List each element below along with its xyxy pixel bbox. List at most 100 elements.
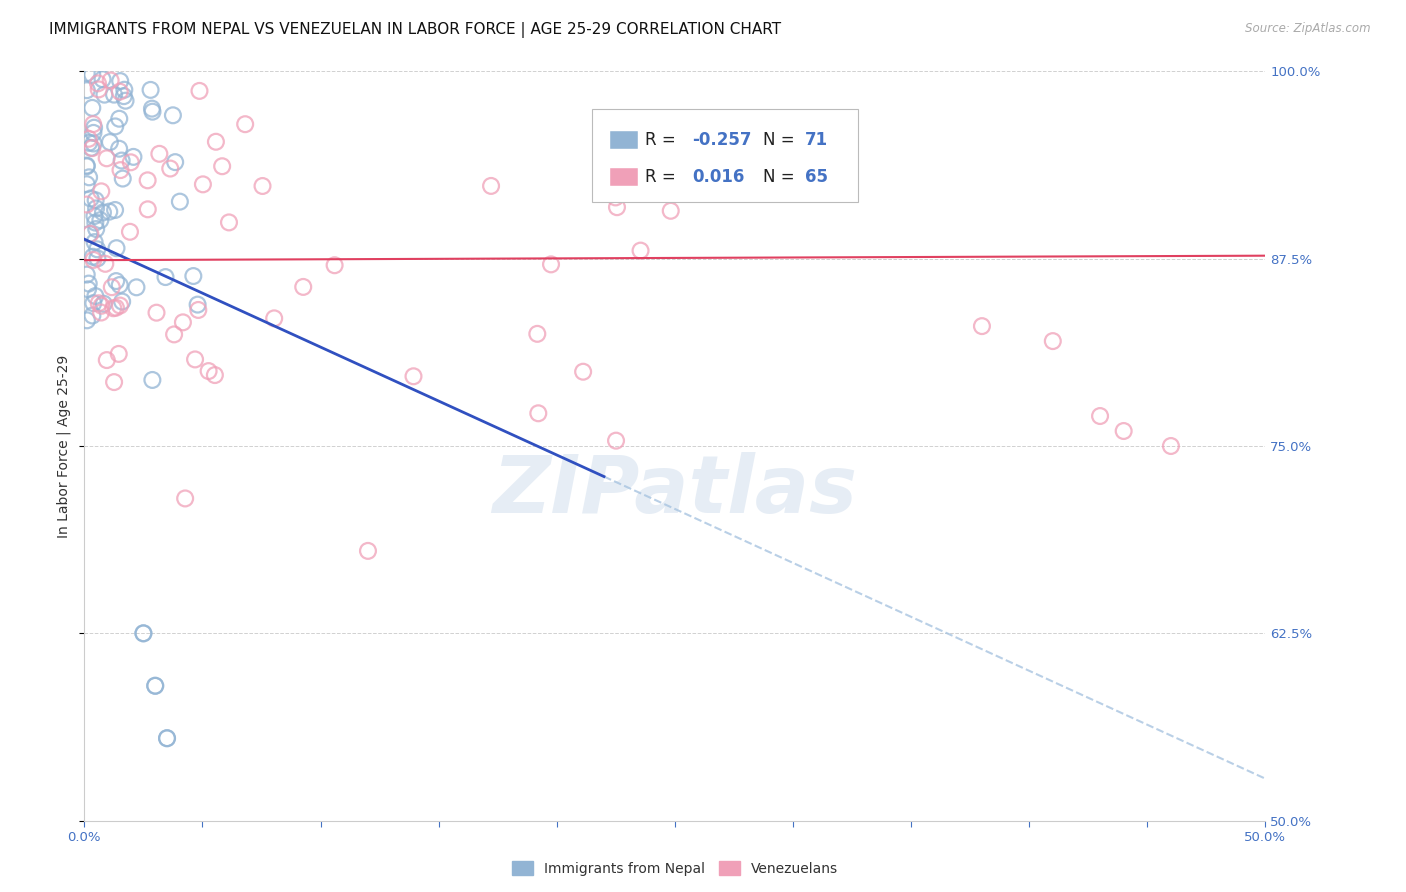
Point xyxy=(100,73,122,87)
Point xyxy=(82,117,104,131)
Point xyxy=(187,302,209,317)
Point xyxy=(143,679,166,693)
Point xyxy=(83,209,105,223)
Point xyxy=(76,268,98,282)
Text: R =: R = xyxy=(645,168,682,186)
Point xyxy=(96,353,118,368)
Point xyxy=(197,364,219,378)
Text: N =: N = xyxy=(763,130,800,149)
Point xyxy=(86,252,108,266)
Point xyxy=(163,327,186,342)
Point xyxy=(1112,424,1135,438)
Point xyxy=(103,301,125,316)
Point xyxy=(159,161,181,176)
Point xyxy=(80,141,103,155)
Point xyxy=(204,368,226,382)
Point xyxy=(110,163,132,178)
Point xyxy=(93,87,115,102)
Point xyxy=(76,159,98,173)
Point xyxy=(357,544,380,558)
Point xyxy=(402,369,425,384)
Point xyxy=(84,216,107,230)
Point xyxy=(141,102,163,116)
Point xyxy=(94,257,117,271)
Point xyxy=(659,203,682,218)
Point xyxy=(572,365,595,379)
Point xyxy=(96,151,118,165)
Point xyxy=(103,87,125,102)
Point xyxy=(104,301,127,315)
Point xyxy=(82,250,104,264)
Point xyxy=(156,731,179,746)
Text: R =: R = xyxy=(645,130,682,149)
Point xyxy=(605,434,627,448)
Point xyxy=(87,82,110,96)
Point xyxy=(191,178,214,192)
Point xyxy=(79,227,101,241)
Point xyxy=(630,244,652,258)
Point xyxy=(156,731,179,746)
Point xyxy=(101,280,124,294)
Point xyxy=(105,274,128,288)
Point xyxy=(105,241,128,255)
Text: -0.257: -0.257 xyxy=(693,130,752,149)
Point xyxy=(184,352,207,367)
Point xyxy=(98,135,121,149)
Point xyxy=(183,268,205,283)
Point xyxy=(82,252,104,267)
Point xyxy=(122,150,145,164)
Point xyxy=(114,94,136,108)
Point xyxy=(84,194,107,208)
Point xyxy=(143,679,166,693)
Text: 65: 65 xyxy=(804,168,828,186)
Point xyxy=(188,84,211,98)
Point xyxy=(84,289,107,303)
Point xyxy=(83,235,105,249)
Text: 0.016: 0.016 xyxy=(693,168,745,186)
Point xyxy=(211,159,233,173)
Text: ZIPatlas: ZIPatlas xyxy=(492,452,858,530)
Point xyxy=(77,282,100,296)
Point xyxy=(76,313,98,327)
Point xyxy=(136,173,159,187)
Point xyxy=(540,257,562,271)
FancyBboxPatch shape xyxy=(610,168,638,186)
Point xyxy=(125,280,148,294)
FancyBboxPatch shape xyxy=(610,130,638,149)
Point xyxy=(292,280,315,294)
Point xyxy=(479,178,502,193)
Point xyxy=(1160,439,1182,453)
Point xyxy=(108,142,131,156)
Point xyxy=(120,155,142,169)
Point xyxy=(77,136,100,150)
Point xyxy=(108,278,131,293)
Point xyxy=(606,200,628,214)
Point xyxy=(84,202,107,216)
Point xyxy=(83,120,105,135)
Point xyxy=(82,126,104,140)
Point xyxy=(174,491,197,506)
Point xyxy=(82,136,104,151)
Point xyxy=(104,202,127,217)
Point xyxy=(970,319,993,334)
Point xyxy=(148,146,170,161)
Point xyxy=(80,192,103,206)
Point xyxy=(169,194,191,209)
Point xyxy=(111,171,134,186)
Point xyxy=(205,135,228,149)
Point xyxy=(76,83,98,97)
Point xyxy=(141,104,163,119)
Point xyxy=(87,296,110,310)
Point xyxy=(165,155,187,169)
Point xyxy=(111,294,134,309)
Point xyxy=(112,83,135,97)
Point xyxy=(1088,409,1111,423)
Text: 71: 71 xyxy=(804,130,828,149)
Point xyxy=(263,311,285,326)
Point xyxy=(111,153,134,168)
Point xyxy=(107,347,129,361)
Text: N =: N = xyxy=(763,168,800,186)
Point xyxy=(605,190,627,204)
Point xyxy=(252,179,274,194)
Point xyxy=(112,89,135,103)
